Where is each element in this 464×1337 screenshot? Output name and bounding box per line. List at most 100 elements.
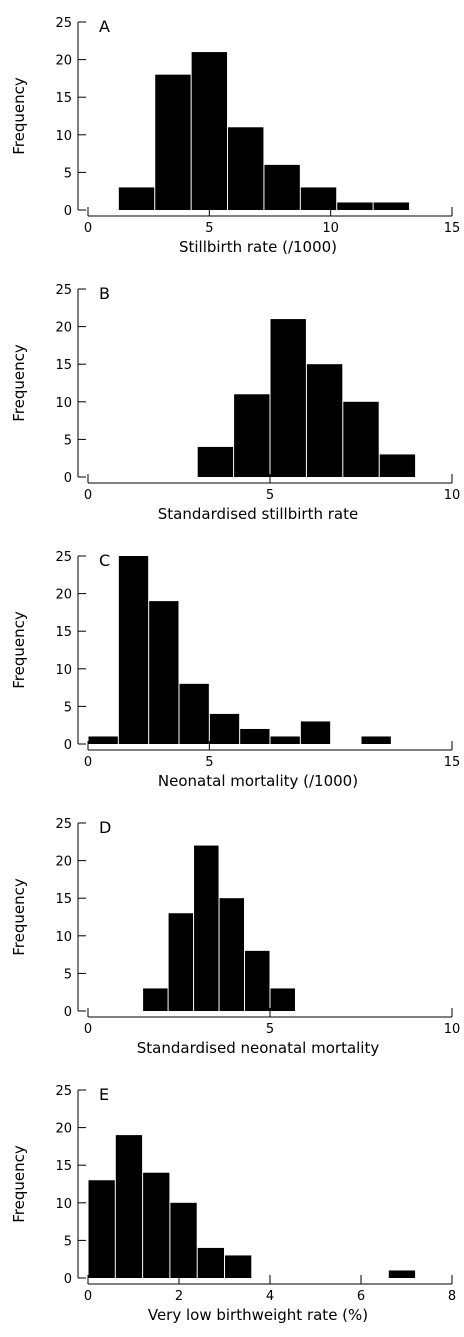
histogram-bar	[379, 454, 416, 477]
x-tick-label: 15	[444, 755, 461, 770]
histogram-bar	[228, 127, 264, 210]
x-tick-label: 2	[175, 1289, 183, 1304]
histogram-bar	[219, 898, 245, 1011]
histogram-bar	[118, 556, 149, 744]
histogram-bar	[197, 446, 234, 477]
x-tick-label: 5	[205, 221, 213, 236]
x-tick-label: 10	[322, 221, 339, 236]
panel-e: 0 5 10 15 20 25 Frequency E 0 2 4 6 8 Very low birthw…	[10, 1084, 456, 1324]
x-tick-label: 10	[444, 1022, 461, 1037]
x-tick-label: 0	[84, 488, 92, 503]
histogram-bar	[270, 988, 295, 1011]
histogram-bar	[240, 728, 270, 744]
x-axis-label: Stillbirth rate (/1000)	[179, 238, 337, 256]
histogram-bar	[155, 74, 191, 210]
y-tick-label: 5	[64, 1234, 72, 1249]
histogram-bar	[179, 683, 209, 744]
histogram-bar	[245, 950, 270, 1011]
x-tick-label: 0	[84, 221, 92, 236]
y-tick-label: 5	[64, 433, 72, 448]
y-tick-label: 0	[64, 1272, 72, 1287]
y-tick-label: 0	[64, 1005, 72, 1020]
y-tick-label: 25	[55, 550, 72, 565]
x-tick-label: 0	[84, 1289, 92, 1304]
histogram-bar	[234, 394, 270, 477]
histogram-bar	[197, 1247, 224, 1278]
y-axis-label: Frequency	[10, 344, 28, 422]
y-tick-label: 0	[64, 471, 72, 486]
x-axis-label: Standardised neonatal mortality	[137, 1039, 380, 1057]
x-tick-label: 0	[84, 1022, 92, 1037]
panel-letter: D	[99, 818, 111, 837]
histogram-bar	[118, 187, 155, 210]
x-tick-label: 5	[266, 1022, 274, 1037]
y-tick-label: 10	[55, 396, 72, 411]
histogram-bar	[337, 202, 373, 210]
y-tick-label: 5	[64, 700, 72, 715]
histogram-bar	[300, 721, 331, 744]
histogram-bar	[300, 187, 337, 210]
x-tick-label: 5	[205, 755, 213, 770]
histogram-bar	[209, 713, 240, 744]
histogram-bar	[225, 1255, 252, 1278]
panel-a: 0 5 10 15 20 25 Frequency A 0 5 10 15 Stillbirth rat…	[10, 16, 460, 256]
histogram-bar	[191, 52, 228, 210]
y-tick-label: 10	[55, 663, 72, 678]
x-tick-label: 8	[448, 1289, 456, 1304]
histogram-bar	[264, 164, 300, 210]
histogram-bar	[88, 736, 118, 744]
histogram-bar	[373, 202, 410, 210]
histogram-bar	[306, 364, 343, 477]
y-tick-label: 20	[55, 54, 72, 69]
x-tick-label: 6	[357, 1289, 365, 1304]
histogram-bar	[88, 1180, 115, 1278]
y-tick-label: 25	[55, 1084, 72, 1099]
histogram-bar	[270, 319, 306, 477]
panel-letter: C	[99, 551, 110, 570]
y-tick-label: 15	[55, 625, 72, 640]
histogram-bar	[194, 845, 219, 1011]
y-tick-label: 20	[55, 588, 72, 603]
x-tick-label: 15	[444, 221, 461, 236]
y-tick-label: 5	[64, 967, 72, 982]
x-tick-label: 5	[266, 488, 274, 503]
y-tick-label: 20	[55, 321, 72, 336]
panel-letter: B	[99, 284, 110, 303]
y-tick-label: 25	[55, 16, 72, 31]
x-tick-label: 0	[84, 755, 92, 770]
histogram-bar	[170, 1202, 197, 1278]
y-tick-label: 10	[55, 930, 72, 945]
histogram-bar	[115, 1135, 143, 1278]
y-tick-label: 20	[55, 1122, 72, 1137]
histogram-bar	[168, 913, 194, 1011]
y-axis-label: Frequency	[10, 1145, 28, 1223]
histogram-bar	[143, 1172, 170, 1278]
panel-c: 0 5 10 15 20 25 Frequency C 0 5 15 Neonatal mortali…	[10, 550, 460, 790]
panel-b: 0 5 10 15 20 25 Frequency B 0 5 10 Standardised sti…	[10, 283, 460, 523]
histogram-bar	[149, 601, 179, 744]
y-tick-label: 0	[64, 204, 72, 219]
x-axis-label: Standardised stillbirth rate	[158, 505, 358, 523]
y-tick-label: 15	[55, 1159, 72, 1174]
y-tick-label: 15	[55, 892, 72, 907]
x-tick-label: 4	[266, 1289, 274, 1304]
y-tick-label: 10	[55, 1197, 72, 1212]
y-tick-label: 5	[64, 166, 72, 181]
histogram-bar	[361, 736, 391, 744]
histogram-bar	[388, 1270, 416, 1278]
y-tick-label: 25	[55, 283, 72, 298]
y-axis-label: Frequency	[10, 878, 28, 956]
y-tick-label: 20	[55, 855, 72, 870]
y-tick-label: 25	[55, 817, 72, 832]
y-tick-label: 0	[64, 738, 72, 753]
y-axis-label: Frequency	[10, 611, 28, 689]
y-tick-label: 10	[55, 129, 72, 144]
panel-d: 0 5 10 15 20 25 Frequency D 0 5 10 Standardised neo…	[10, 817, 460, 1057]
y-tick-label: 15	[55, 91, 72, 106]
panel-letter: E	[99, 1085, 109, 1104]
x-tick-label: 10	[444, 488, 461, 503]
y-axis-label: Frequency	[10, 77, 28, 155]
histogram-bar	[143, 988, 168, 1011]
histogram-bar	[270, 736, 300, 744]
